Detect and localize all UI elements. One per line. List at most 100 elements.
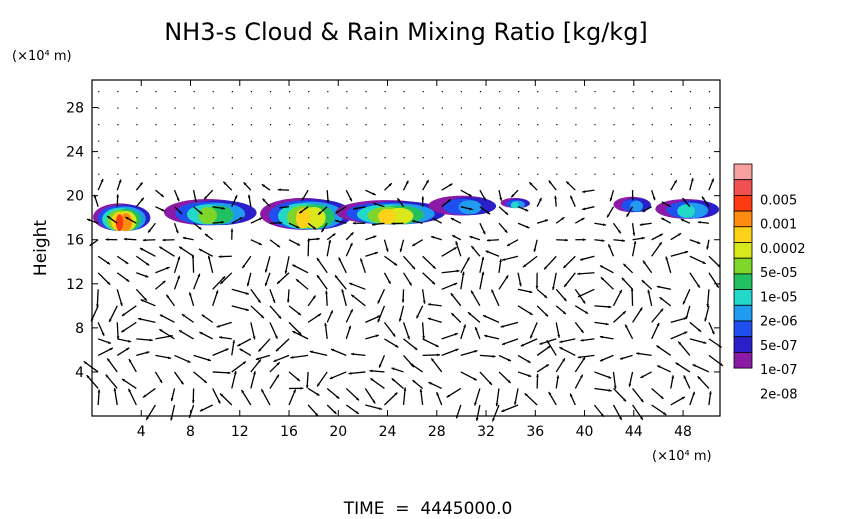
wind-vector [613,173,615,175]
wind-vector [460,91,462,93]
wind-vector [518,140,520,142]
wind-vector [212,371,231,374]
wind-vector [365,157,367,159]
wind-arrowhead [533,248,537,252]
wind-arrowhead [113,387,117,392]
wind-vector [108,305,118,323]
wind-arrowhead [412,220,416,223]
x-tick-label: 36 [526,424,544,440]
wind-arrowhead [351,294,355,298]
wind-vector [460,124,462,126]
wind-arrowhead [623,398,627,402]
wind-vector [613,91,615,93]
wind-vector [231,173,233,175]
x-unit-label: (×10⁴ m) [652,449,712,464]
wind-vector [651,308,664,323]
wind-vector [632,157,634,159]
wind-vector [498,140,501,142]
wind-vector [136,91,138,93]
wind-arrowhead [447,199,451,203]
wind-vector [155,173,157,175]
wind-arrowhead [425,180,429,184]
colorbar-label: 1e-05 [760,290,798,305]
wind-arrowhead [264,282,268,286]
wind-arrowhead [83,361,87,365]
wind-vector [574,356,586,373]
wind-vector [537,140,539,142]
cloud-contour [677,204,695,218]
colorbar-swatch [733,163,753,181]
wind-arrowhead [261,184,266,188]
wind-vector [193,157,195,159]
colorbar-label: 0.005 [760,193,797,208]
wind-arrowhead [227,371,231,375]
wind-arrowhead [548,180,552,184]
wind-arrowhead [566,181,570,185]
wind-vector [155,91,157,93]
wind-arrowhead [170,417,173,421]
wind-vector [422,91,424,93]
wind-arrowhead [486,238,490,242]
wind-arrowhead [431,358,435,362]
wind-vector [250,173,253,175]
wind-vector [207,255,214,273]
wind-vector [290,354,309,359]
wind-arrowhead [126,347,130,351]
wind-arrowhead [639,307,643,311]
wind-vector [346,140,348,142]
wind-arrowhead [316,258,320,262]
wind-vector [575,107,577,109]
wind-vector [346,124,348,126]
wind-arrowhead [529,312,533,315]
wind-arrowhead [116,336,120,340]
wind-vector [136,107,138,109]
wind-vector [651,173,653,175]
wind-vector [441,348,459,357]
wind-vector [308,173,310,175]
wind-arrowhead [199,408,204,412]
y-axis: 4 8 12 16 20 24 28 [66,101,720,381]
y-tick-label: 8 [75,321,84,337]
wind-vector [346,107,348,109]
wind-arrowhead [412,380,416,384]
colorbar-swatch [733,304,753,322]
wind-arrowhead [652,196,656,201]
wind-arrowhead [189,292,192,296]
wind-vector [708,173,711,175]
wind-arrowhead [481,256,485,261]
wind-arrowhead [446,394,450,398]
wind-arrowhead [640,375,644,378]
wind-arrowhead [290,355,294,359]
wind-arrowhead [536,373,539,377]
wind-vector [708,91,711,93]
wind-vector [105,374,118,389]
wind-arrowhead [182,236,186,240]
wind-arrowhead [296,279,300,283]
wind-arrowhead [100,178,104,183]
wind-arrowhead [234,195,238,199]
wind-arrowhead [658,242,662,246]
wind-arrowhead [119,302,123,306]
wind-arrowhead [701,196,705,200]
wind-arrowhead [334,275,338,279]
wind-arrowhead [661,201,666,205]
colorbar-swatch [733,289,753,306]
y-tick-label: 4 [75,365,84,381]
wind-vector [155,157,157,159]
wind-vector [632,173,634,175]
wind-vector [308,140,310,142]
wind-vector [498,173,501,175]
wind-arrowhead [330,310,333,314]
wind-vector [460,157,462,159]
wind-arrowhead [505,211,509,215]
x-tick-label: 32 [477,424,495,440]
wind-arrowhead [682,197,686,202]
wind-arrowhead [177,275,180,279]
wind-arrowhead [273,359,277,362]
wind-arrowhead [602,223,607,227]
wind-arrowhead [375,334,379,338]
wind-arrowhead [284,270,288,274]
wind-vector [345,387,360,401]
wind-arrowhead [562,311,566,315]
wind-arrowhead [329,376,333,379]
